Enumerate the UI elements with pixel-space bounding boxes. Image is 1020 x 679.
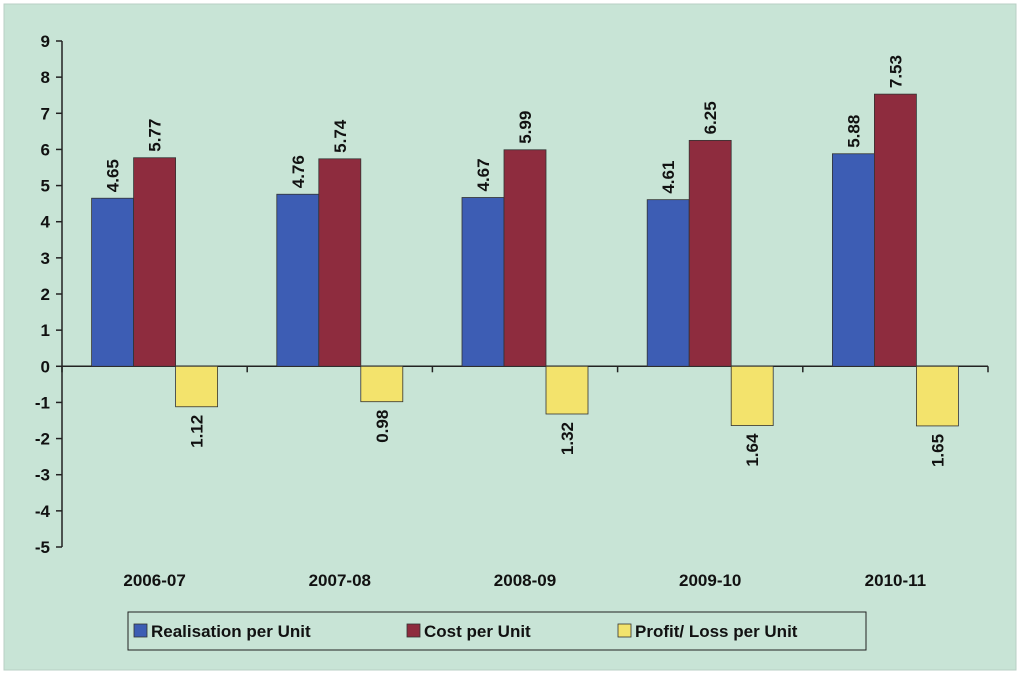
y-tick-label: 3 <box>41 249 50 268</box>
y-tick-label: 8 <box>41 68 50 87</box>
bar <box>874 93 917 367</box>
data-label: 1.12 <box>188 415 207 448</box>
y-tick-label: 9 <box>41 32 50 51</box>
data-label: 4.67 <box>474 158 493 191</box>
data-label: 5.99 <box>516 111 535 144</box>
bar <box>688 139 732 367</box>
data-label: 4.65 <box>104 159 123 192</box>
data-label: 7.53 <box>886 55 905 88</box>
y-tick-label: 6 <box>41 140 50 159</box>
bar <box>545 365 589 415</box>
legend-label: Realisation per Unit <box>151 622 311 641</box>
x-tick-label: 2009-10 <box>679 571 741 590</box>
legend-swatch <box>406 623 421 638</box>
y-tick-label: -5 <box>35 538 50 557</box>
bar <box>646 199 690 367</box>
legend: Realisation per Unit Cost per Unit Profit/… <box>127 611 867 651</box>
legend-swatch <box>617 623 632 638</box>
bar <box>91 197 134 367</box>
x-tick-label: 2007-08 <box>309 571 371 590</box>
y-tick-label: -3 <box>35 466 50 485</box>
bar <box>133 157 177 367</box>
y-tick-label: 7 <box>41 104 50 123</box>
y-tick-label: 2 <box>41 285 50 304</box>
data-label: 1.65 <box>928 434 947 467</box>
data-label: 5.88 <box>844 115 863 148</box>
data-label: 4.61 <box>659 161 678 194</box>
bar <box>730 365 774 426</box>
bar <box>318 158 362 367</box>
bar <box>461 197 505 367</box>
y-tick-label: 0 <box>41 357 50 376</box>
bar <box>276 193 320 367</box>
data-label: 0.98 <box>373 410 392 443</box>
bar <box>360 365 404 403</box>
data-label: 5.74 <box>331 119 350 153</box>
x-tick-label: 2010-11 <box>865 571 926 590</box>
data-label: 5.77 <box>146 119 165 152</box>
legend-swatch <box>133 623 148 638</box>
y-tick-label: -2 <box>35 430 50 449</box>
bar <box>832 153 875 367</box>
bar <box>503 149 547 367</box>
data-label: 1.64 <box>743 433 762 467</box>
data-label: 6.25 <box>701 101 720 134</box>
legend-label: Cost per Unit <box>424 622 531 641</box>
bar <box>916 365 959 427</box>
y-tick-label: 1 <box>41 321 50 340</box>
legend-label: Profit/ Loss per Unit <box>635 622 798 641</box>
y-tick-label: -1 <box>35 393 50 412</box>
y-tick-label: 4 <box>41 213 51 232</box>
y-tick-label: 5 <box>41 177 50 196</box>
data-label: 1.32 <box>558 422 577 455</box>
y-tick-label: -4 <box>35 502 51 521</box>
data-label: 4.76 <box>289 155 308 188</box>
x-tick-label: 2006-07 <box>123 571 185 590</box>
x-tick-label: 2008-09 <box>494 571 556 590</box>
legend-box <box>127 611 867 651</box>
bar <box>175 365 219 408</box>
